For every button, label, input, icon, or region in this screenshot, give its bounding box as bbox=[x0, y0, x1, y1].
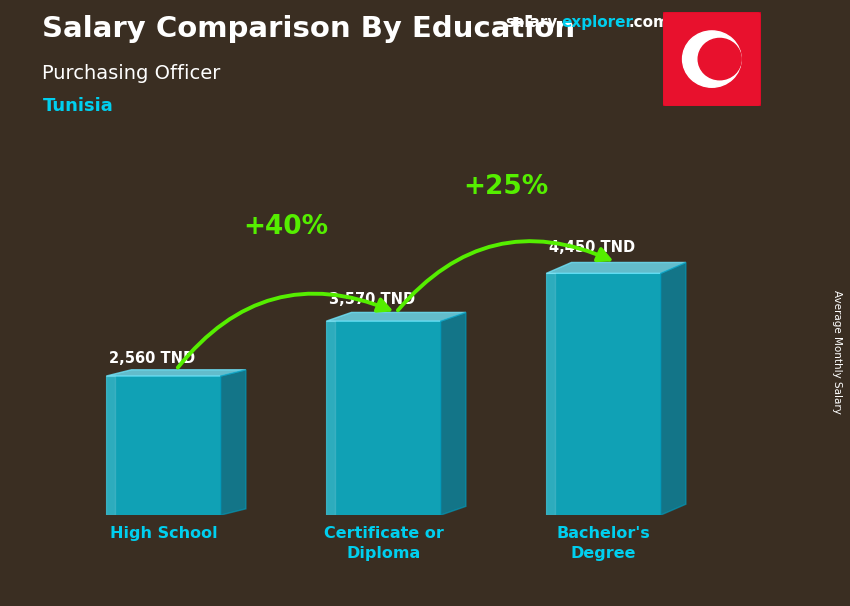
Text: +40%: +40% bbox=[243, 215, 329, 241]
Text: +25%: +25% bbox=[463, 174, 549, 199]
Polygon shape bbox=[547, 262, 686, 273]
Polygon shape bbox=[221, 370, 246, 515]
Text: 2,560 TND: 2,560 TND bbox=[109, 351, 196, 365]
Text: ★: ★ bbox=[722, 52, 734, 66]
FancyBboxPatch shape bbox=[662, 11, 762, 107]
Text: explorer: explorer bbox=[561, 15, 633, 30]
Text: Average Monthly Salary: Average Monthly Salary bbox=[832, 290, 842, 413]
FancyBboxPatch shape bbox=[326, 321, 440, 515]
Polygon shape bbox=[547, 273, 555, 515]
Polygon shape bbox=[326, 313, 466, 321]
Text: 3,570 TND: 3,570 TND bbox=[329, 291, 415, 307]
Polygon shape bbox=[106, 370, 246, 376]
Text: Purchasing Officer: Purchasing Officer bbox=[42, 64, 221, 82]
FancyBboxPatch shape bbox=[106, 376, 221, 515]
Polygon shape bbox=[326, 321, 336, 515]
FancyBboxPatch shape bbox=[547, 273, 660, 515]
Polygon shape bbox=[440, 313, 466, 515]
Circle shape bbox=[683, 31, 741, 87]
Polygon shape bbox=[106, 376, 116, 515]
Polygon shape bbox=[660, 262, 686, 515]
Text: 4,450 TND: 4,450 TND bbox=[549, 240, 635, 255]
Text: salary: salary bbox=[506, 15, 558, 30]
Circle shape bbox=[698, 38, 741, 80]
Text: Tunisia: Tunisia bbox=[42, 97, 113, 115]
Text: .com: .com bbox=[629, 15, 670, 30]
Text: Salary Comparison By Education: Salary Comparison By Education bbox=[42, 15, 575, 43]
